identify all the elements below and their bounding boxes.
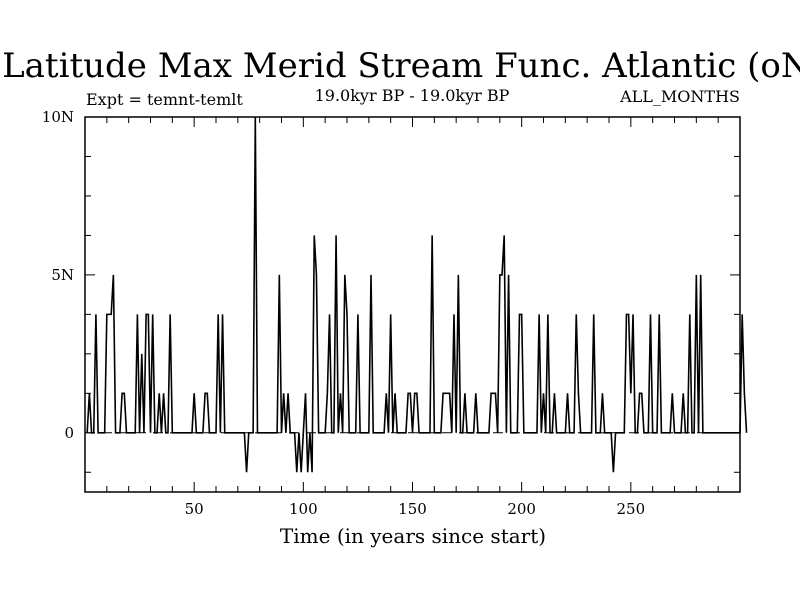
series-line <box>86 116 748 473</box>
y-tick-label: 5N <box>51 266 74 284</box>
chart-title: Latitude Max Merid Stream Func. Atlantic… <box>2 46 800 86</box>
x-tick-label: 250 <box>617 500 646 518</box>
season-label: ALL_MONTHS <box>619 87 740 106</box>
x-axis-label: Time (in years since start) <box>280 524 546 548</box>
x-tick-label: 200 <box>507 500 536 518</box>
axis-ticks <box>85 116 740 492</box>
x-tick-label: 50 <box>185 500 204 518</box>
expt-label: Expt = temnt-temlt <box>86 90 243 109</box>
y-tick-label: 0 <box>64 424 74 442</box>
x-tick-label: 150 <box>398 500 427 518</box>
plot-frame <box>84 116 741 493</box>
x-tick-label: 100 <box>289 500 318 518</box>
axis-tick-labels: 50 100 150 200 250 0 5N 10N <box>42 108 645 518</box>
y-tick-label: 10N <box>42 108 74 126</box>
period-label: 19.0kyr BP - 19.0kyr BP <box>315 86 510 105</box>
